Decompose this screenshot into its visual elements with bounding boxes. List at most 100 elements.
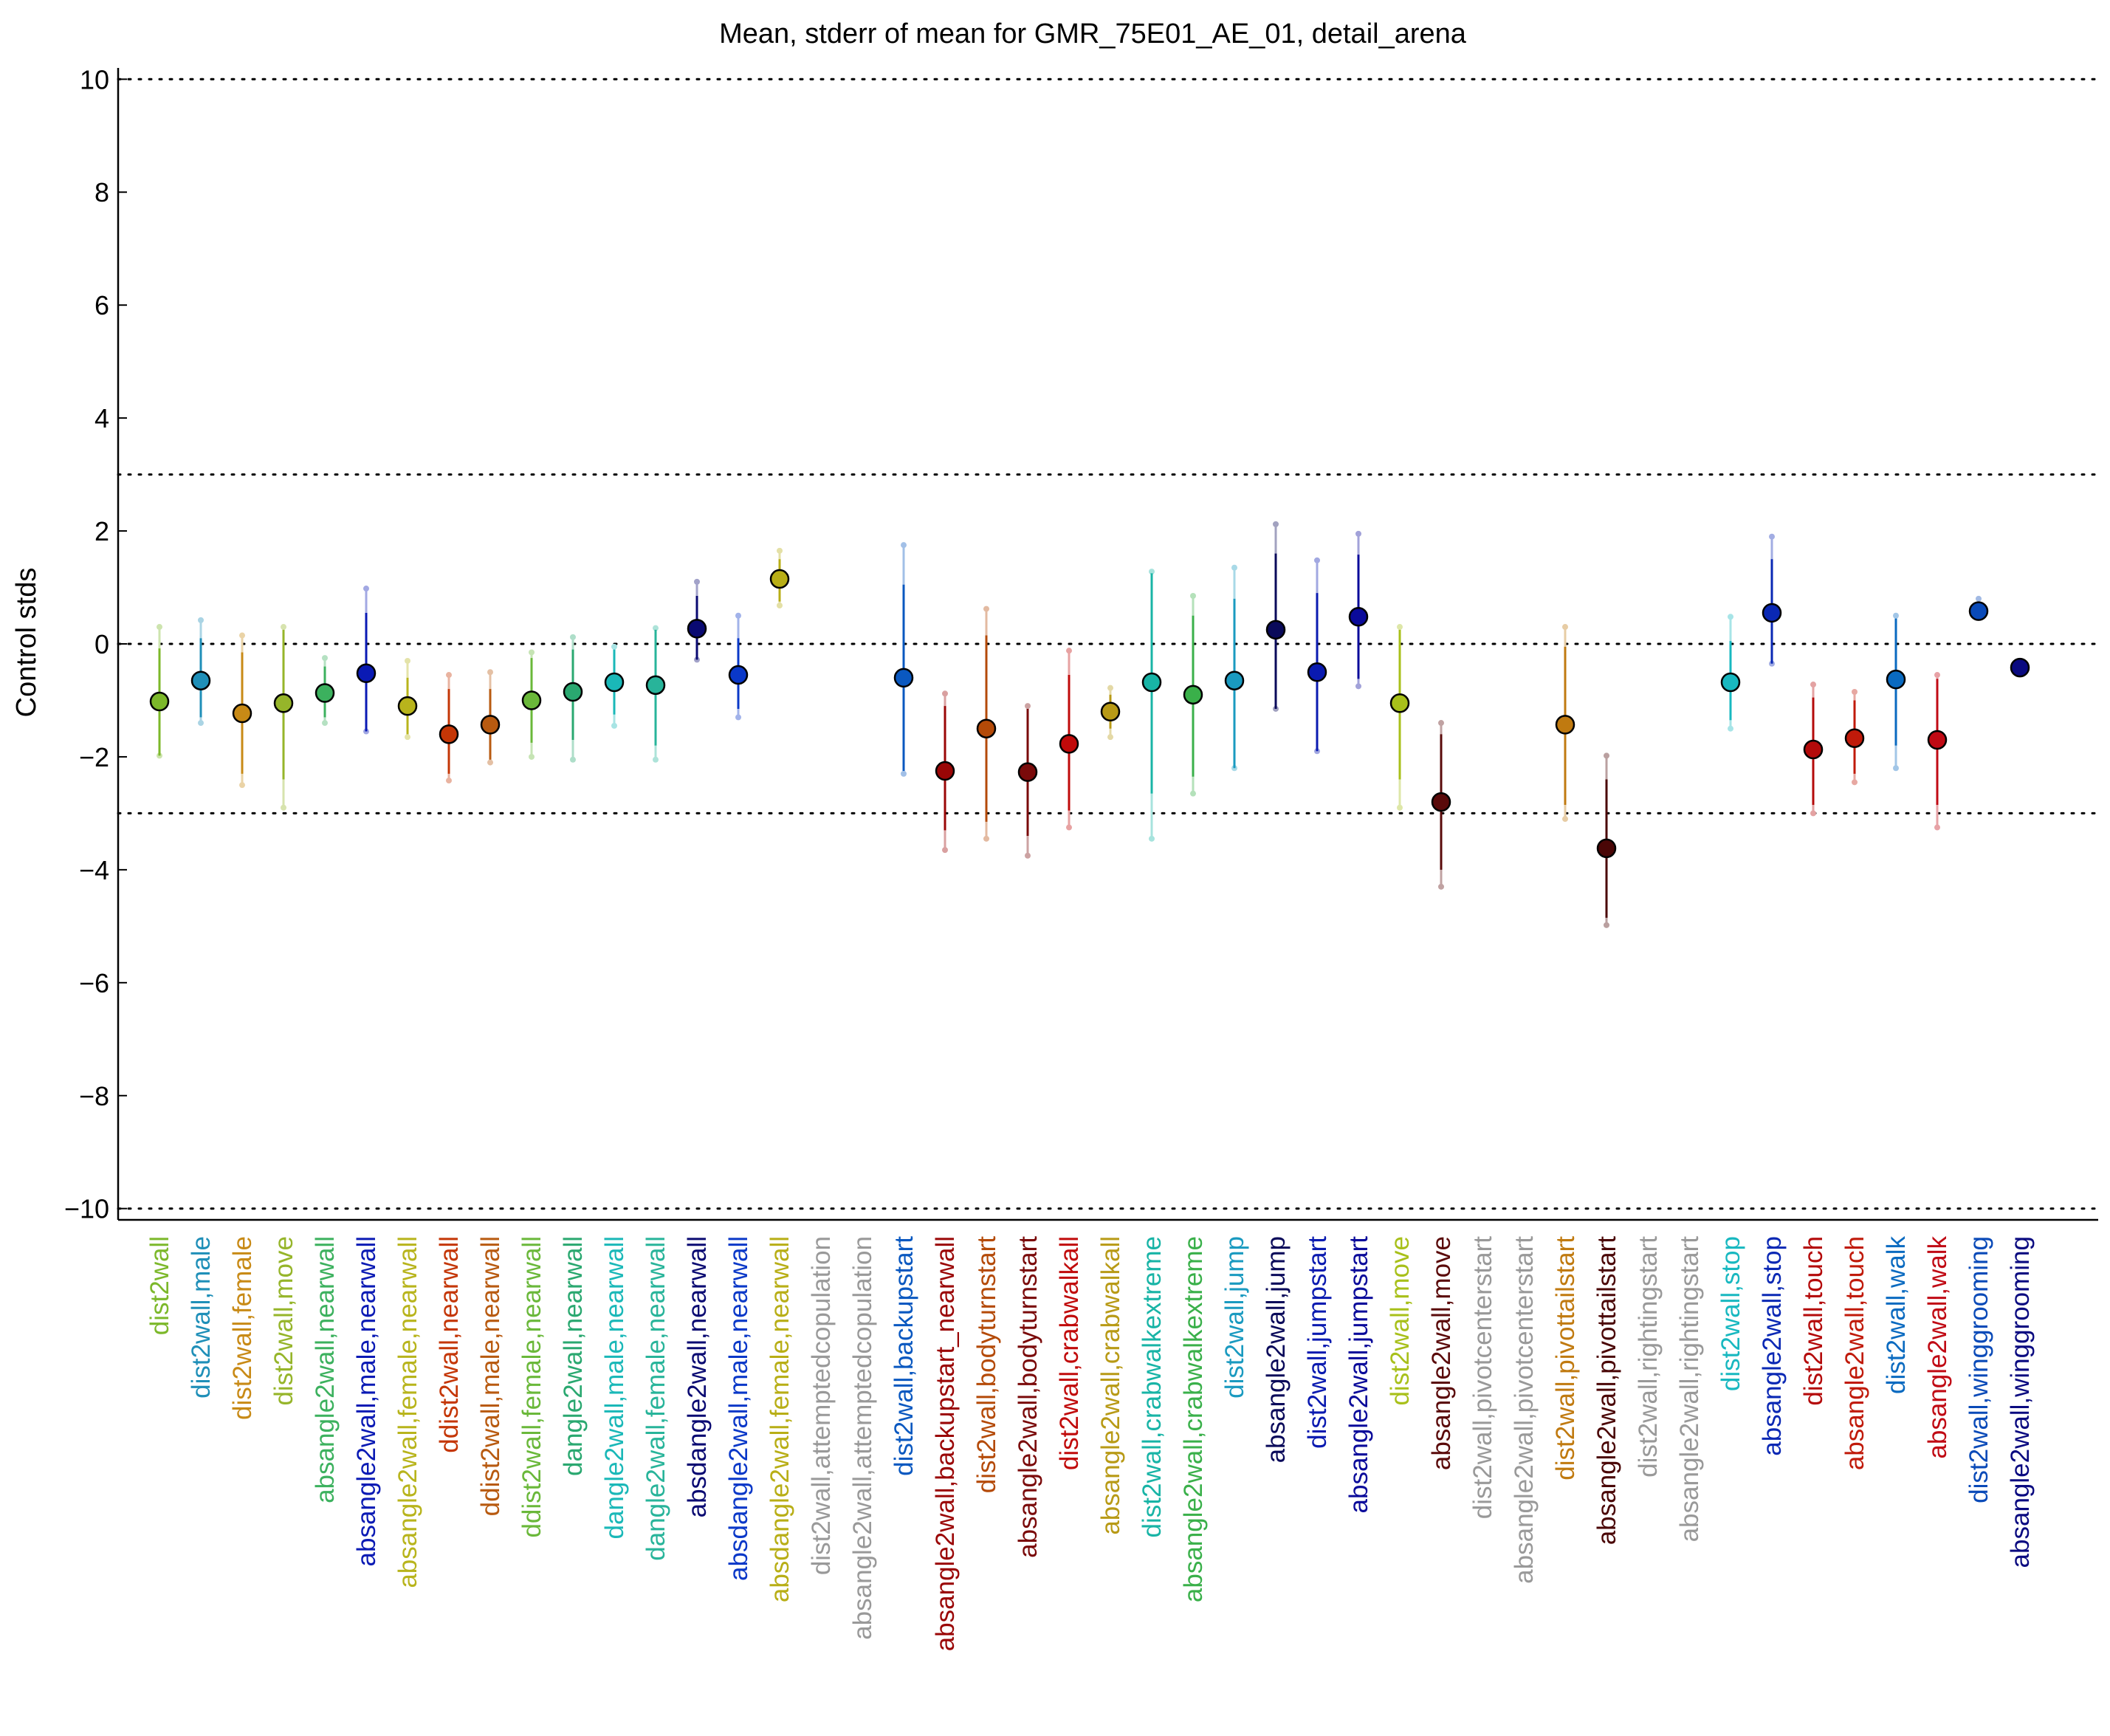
mean-marker [1224, 670, 1245, 690]
extent-dot-low [1149, 835, 1155, 842]
extent-dot-low [1934, 824, 1940, 831]
y-ticks: −10 −8 −6 −4 −2 0 2 4 6 8 10 [64, 64, 127, 1224]
mean-marker [1017, 762, 1038, 782]
mean-marker [893, 668, 914, 688]
x-tick-label: ddist2wall,nearwall [435, 1236, 464, 1453]
mean-marker [1555, 715, 1575, 735]
x-tick-label: dangle2wall,female,nearwall [642, 1236, 670, 1561]
extent-dot-low [570, 756, 576, 763]
extent-dot-low [405, 734, 410, 741]
x-tick-label: dist2wall,crabwalkall [1055, 1236, 1084, 1470]
extent-dot-high [198, 617, 204, 623]
mean-marker [976, 718, 997, 738]
extent-dot-low [942, 847, 948, 854]
extent-dot-high [611, 643, 617, 650]
extent-dot-high [1355, 530, 1361, 537]
x-tick-label: absangle2wall,jumpstart [1344, 1236, 1373, 1514]
mean-marker [190, 670, 211, 690]
extent-dot-high [529, 649, 535, 656]
x-tick-label: dist2wall,move [269, 1236, 298, 1406]
y-tick-label: −10 [64, 1194, 109, 1224]
mean-marker [563, 682, 583, 702]
extent-dot-high [777, 547, 783, 554]
extent-dot-high [1976, 595, 1982, 602]
y-tick-label: 0 [94, 629, 109, 659]
extent-dot-high [1893, 612, 1899, 619]
mean-marker [645, 675, 666, 696]
extent-dot-high [983, 605, 989, 612]
x-tick-label: dist2wall,touch [1799, 1236, 1828, 1406]
extent-dot-high [363, 586, 369, 592]
x-tick-label: dist2wall,move [1386, 1236, 1415, 1406]
extent-dot-low [983, 835, 989, 842]
x-tick-label: absangle2wall,female,nearwall [394, 1236, 422, 1588]
mean-marker [1348, 607, 1369, 627]
x-tick-label: absangle2wall,touch [1841, 1236, 1869, 1470]
extent-dot-high [1107, 685, 1113, 691]
extent-dot-low [198, 720, 204, 727]
x-tick-label: absangle2wall,crabwalkextreme [1179, 1236, 1208, 1602]
chart-title: Mean, stderr of mean for GMR_75E01_AE_01… [719, 18, 1467, 49]
x-tick-label: absangle2wall,attemptedcopulation [848, 1236, 877, 1640]
x-tick-label: dist2wall,pivottailstart [1551, 1236, 1580, 1481]
x-tick-label: absangle2wall,nearwall [311, 1236, 340, 1503]
mean-marker [315, 683, 335, 703]
extent-dot-high [1231, 564, 1237, 571]
extent-dot-high [1314, 557, 1320, 563]
extent-dot-low [901, 770, 907, 777]
x-tick-label: dist2wall,jumpstart [1303, 1236, 1332, 1449]
extent-dot-high [1190, 593, 1196, 599]
extent-dot-high [487, 669, 493, 676]
mean-marker [521, 690, 542, 710]
x-tick-label: dist2wall [145, 1236, 174, 1335]
extent-dot-high [1438, 720, 1444, 727]
extent-dot-high [1397, 624, 1403, 631]
extent-dot-high [570, 634, 576, 640]
mean-marker [1720, 672, 1741, 693]
x-tick-label: absangle2wall,winggrooming [2006, 1236, 2035, 1568]
y-tick-label: 4 [94, 403, 109, 433]
x-tick-label: dist2wall,crabwalkextreme [1138, 1236, 1166, 1537]
mean-marker [1886, 669, 1906, 690]
extent-dot-low [487, 759, 493, 766]
extent-dot-high [405, 657, 410, 664]
extent-dot-low [281, 804, 286, 811]
mean-marker [1265, 620, 1286, 640]
extent-dot-low [1025, 852, 1031, 859]
mean-marker [1762, 603, 1782, 623]
x-tick-label: dist2wall,rightingstart [1634, 1236, 1663, 1478]
extent-dot-low [1190, 790, 1196, 797]
extent-dot-low [1810, 810, 1816, 817]
mean-marker [1968, 601, 1989, 621]
extent-dot-low [322, 720, 328, 727]
x-tick-label: absdangle2wall,female,nearwall [766, 1236, 794, 1602]
mean-marker [1389, 693, 1410, 713]
x-tick-label: absangle2wall,bodyturnstart [1014, 1236, 1042, 1558]
extent-dot-low [653, 756, 659, 763]
y-tick-label: 8 [94, 177, 109, 207]
mean-marker [1596, 838, 1617, 859]
mean-marker [232, 703, 252, 724]
x-tick-label: absangle2wall,rightingstart [1675, 1236, 1704, 1543]
x-tick-label: dist2wall,pivotcenterstart [1468, 1236, 1497, 1519]
x-tick-label: dist2wall,jump [1220, 1236, 1249, 1399]
extent-dot-low [1604, 922, 1609, 928]
reference-lines [117, 78, 2100, 1210]
extent-dot-low [1355, 683, 1361, 690]
x-tick-label: absangle2wall,backupstart_nearwall [931, 1236, 960, 1651]
x-tick-label: ddist2wall,male,nearwall [476, 1236, 505, 1516]
extent-dot-low [1893, 765, 1899, 772]
extent-dot-low [1397, 804, 1403, 811]
extent-dot-high [157, 624, 162, 631]
y-tick-label: 6 [94, 290, 109, 320]
extent-dot-high [735, 612, 741, 619]
mean-marker [1059, 734, 1079, 754]
x-tick-label: dist2wall,backupstart [890, 1236, 918, 1476]
extent-dot-low [1852, 779, 1858, 786]
extent-dot-low [446, 778, 452, 784]
extent-dot-high [1149, 569, 1155, 575]
x-tick-label: absangle2wall,pivotcenterstart [1510, 1236, 1539, 1584]
extent-dot-low [1562, 816, 1568, 823]
mean-marker [687, 619, 707, 639]
